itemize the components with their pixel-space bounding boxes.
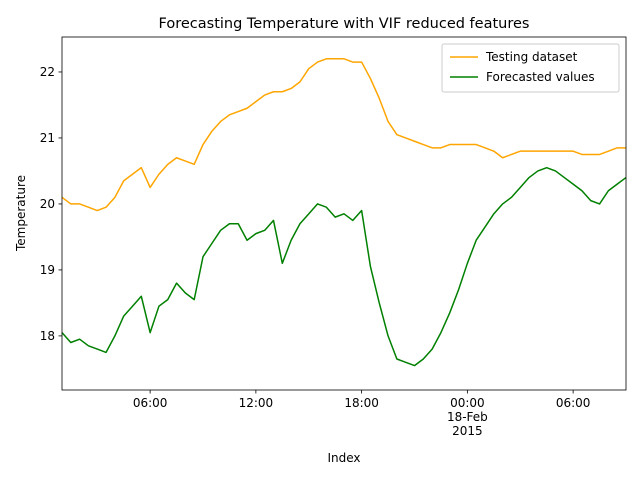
- x-tick-label: 00:00 18-Feb 2015: [447, 396, 488, 438]
- y-tick-label: 21: [40, 131, 55, 145]
- x-tick-label: 12:00: [239, 396, 274, 410]
- y-tick-label: 20: [40, 197, 55, 211]
- series-line: [61, 166, 627, 367]
- series-line: [61, 58, 626, 212]
- axes-frame: [61, 36, 627, 391]
- x-tick-label: 06:00: [556, 396, 591, 410]
- y-tick-label: 19: [40, 263, 55, 277]
- y-axis-label: Temperature: [14, 175, 28, 252]
- x-tick-label: 06:00: [133, 396, 168, 410]
- x-axis-label: Index: [327, 451, 360, 465]
- chart-title: Forecasting Temperature with VIF reduced…: [159, 16, 530, 32]
- legend: Testing dataset Forecasted values: [441, 43, 620, 93]
- y-tick-label: 18: [40, 329, 55, 343]
- legend-box: [441, 43, 620, 93]
- legend-label: Testing dataset: [485, 50, 578, 64]
- y-tick-label: 22: [40, 65, 55, 79]
- x-tick-label: 18:00: [344, 396, 379, 410]
- legend-label: Forecasted values: [486, 70, 595, 84]
